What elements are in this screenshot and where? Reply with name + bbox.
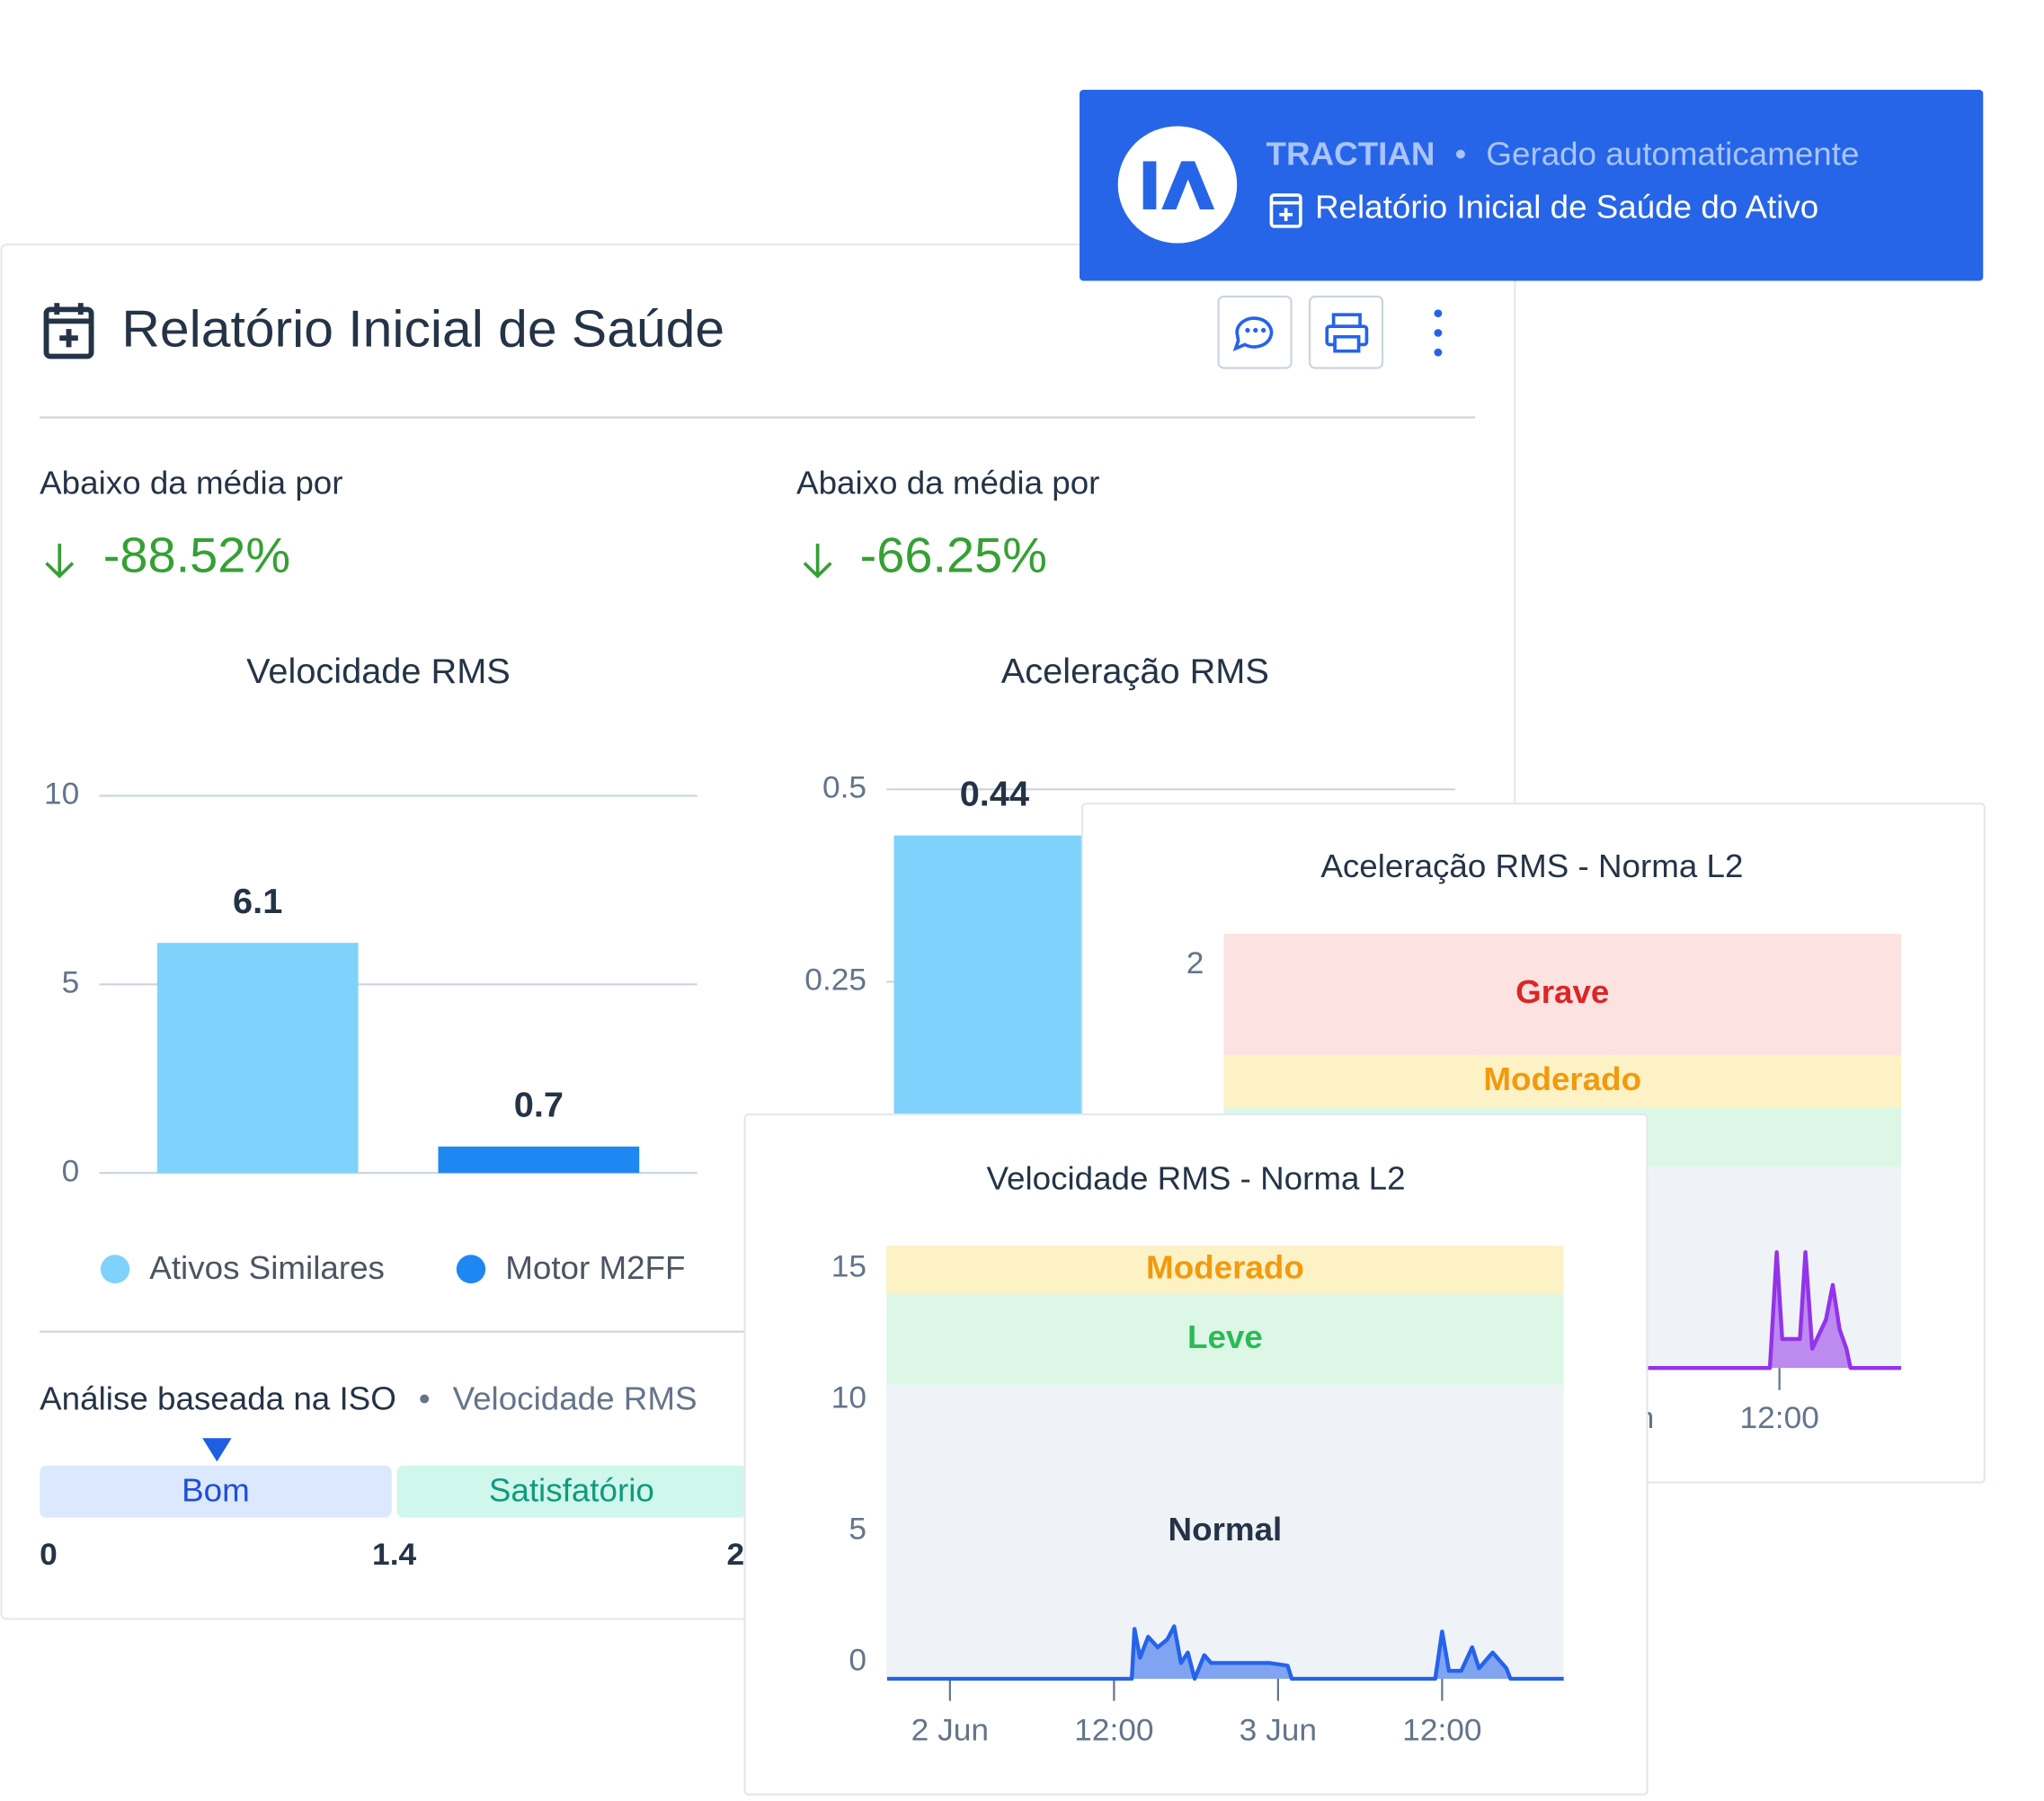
chart-title: Aceleração RMS - Norma L2 [1320,847,1743,884]
iso-metric: Velocidade RMS [453,1380,698,1416]
report-card: Relatório Inicial de Saúde Abaixo da méd… [0,243,1516,1620]
more-menu[interactable] [1434,309,1443,357]
legend-label: Motor M2FF [505,1249,685,1286]
y-tick-label: 5 [849,1512,866,1547]
x-tick-label: 12:00 [1402,1713,1481,1748]
iso-zone-label: Satisfatório [489,1472,654,1509]
value-label: 0.7 [514,1086,564,1125]
y-tick-label: 0.25 [804,963,866,998]
band-label: Grave [1515,973,1609,1010]
norm-chart-card: Velocidade RMS - Norma L2 Normal Leve Moder… [743,1113,1649,1796]
bar [438,1146,640,1174]
banner-title: Relatório Inicial de Saúde do Ativo [1315,189,1818,226]
y-tick-label: 10 [831,1380,866,1415]
iso-zone [396,1465,747,1518]
summary-label: Abaixo da média por [40,465,342,501]
series-line [1224,1250,1902,1371]
legend-marker [456,1255,486,1284]
value-label: 6.1 [233,882,282,921]
ai-banner: TRACTIAN • Gerado automaticamente Relató… [1080,89,1984,281]
legend-marker [100,1255,130,1284]
summary-label: Abaixo da média por [796,465,1099,501]
iso-zone-label: Bom [182,1472,250,1509]
down-arrow [45,543,75,579]
legend-label: Ativos Similares [149,1249,385,1286]
severity-band [886,1294,1564,1385]
band-label: Moderado [1483,1060,1641,1097]
y-tick-label: 0.5 [822,770,866,805]
x-tick-label: 12:00 [1074,1713,1153,1748]
iso-tick-label: 0 [40,1537,58,1572]
y-tick-label: 0 [62,1154,80,1189]
report-icon [1269,193,1302,228]
banner-subtitle: Gerado automaticamente [1486,135,1859,172]
banner-background [1080,89,1984,281]
y-tick-label: 5 [62,965,80,1000]
comment-button[interactable] [1217,295,1293,369]
print-button[interactable] [1309,295,1384,369]
severity-band [1223,933,1902,1056]
y-tick-label: 10 [44,776,79,812]
banner-brand: TRACTIAN [1266,135,1435,172]
severity-band [886,1246,1564,1295]
iso-heading: Análise baseada na ISO • Velocidade RMS [40,1380,697,1416]
iso-label: Análise baseada na ISO [40,1380,396,1416]
y-tick-label: 2 [1186,945,1204,980]
x-tick-label: 12:00 [1739,1400,1818,1435]
series-area [886,1626,1564,1679]
band-label: Moderado [1146,1249,1304,1286]
band-label: Leve [1187,1318,1263,1355]
chart-title: Velocidade RMS - Norma L2 [987,1160,1406,1197]
chart-title: Aceleração RMS [1001,652,1269,691]
banner-separator: • [1455,135,1467,172]
band-label: Normal [1169,1511,1283,1548]
report-title: Relatório Inicial de Saúde [121,300,724,358]
iso-zone [40,1465,392,1518]
x-tick-label: 2 Jun [911,1713,989,1748]
report-icon [43,303,94,359]
iso-tick-label: 1.4 [372,1537,417,1572]
series-area [1224,1252,1902,1369]
y-tick-label: 0 [849,1643,866,1678]
bar [156,943,359,1174]
value-label: 0.44 [960,775,1029,814]
summary-value: -88.52% [103,528,290,582]
chart-title: Velocidade RMS [246,652,511,691]
x-tick-label: 3 Jun [1240,1713,1317,1748]
iso-marker [202,1438,232,1462]
down-arrow [803,543,832,579]
banner-meta: TRACTIAN • Gerado automaticamente [1266,135,1860,172]
logo-mark [1142,161,1215,209]
series-line [886,1624,1564,1681]
y-tick-label: 15 [831,1249,866,1284]
summary-value: -66.25% [860,528,1047,582]
iso-separator: • [419,1380,431,1416]
severity-band [1223,1055,1902,1108]
severity-band [886,1384,1564,1679]
